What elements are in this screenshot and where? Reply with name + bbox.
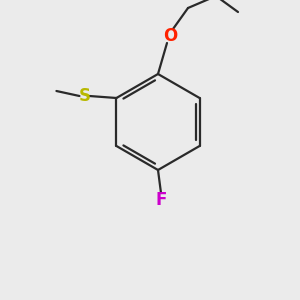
Text: F: F — [155, 191, 167, 209]
Text: S: S — [78, 87, 90, 105]
Text: O: O — [163, 27, 177, 45]
